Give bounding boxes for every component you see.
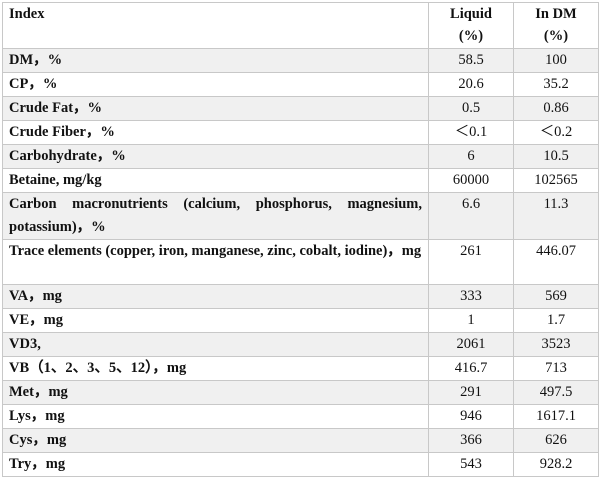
table-row: VA，mg 333 569 [2,284,599,309]
dm-value: 569 [513,284,599,309]
liquid-value: 416.7 [428,356,514,381]
liquid-value: 58.5 [428,48,514,73]
liquid-value: 333 [428,284,514,309]
dm-value: 11.3 [513,192,599,240]
row-label: VE，mg [2,308,429,333]
row-label: Carbon macronutrients (calcium, phosphor… [2,192,429,240]
row-label: Trace elements (copper, iron, manganese,… [2,239,429,285]
row-label: VB（1、2、3、5、12），mg [2,356,429,381]
row-label: Betaine, mg/kg [2,168,429,193]
table-row: Trace elements (copper, iron, manganese,… [2,239,599,285]
header-index: Index [2,2,429,49]
dm-value: 100 [513,48,599,73]
dm-value: 35.2 [513,72,599,97]
table-row: Carbon macronutrients (calcium, phosphor… [2,192,599,240]
table-row: Cys，mg 366 626 [2,428,599,453]
liquid-value: 291 [428,380,514,405]
liquid-value: 60000 [428,168,514,193]
liquid-value: 6 [428,144,514,169]
header-dm-label: In DM [535,6,577,22]
dm-value: 0.86 [513,96,599,121]
liquid-value: 261 [428,239,514,285]
header-row: Index Liquid (%) In DM (%) [2,2,599,49]
dm-value: 713 [513,356,599,381]
table-row: DM，% 58.5 100 [2,48,599,73]
liquid-value: 1 [428,308,514,333]
row-label: Cys，mg [2,428,429,453]
row-label: CP，% [2,72,429,97]
header-dm: In DM (%) [513,2,599,49]
table-row: Crude Fiber，% ＜0.1 ＜0.2 [2,120,599,145]
liquid-value: 20.6 [428,72,514,97]
row-label: VA，mg [2,284,429,309]
row-label: Crude Fat，% [2,96,429,121]
dm-value: 102565 [513,168,599,193]
table-row: VD3, 2061 3523 [2,332,599,357]
table-row: VE，mg 1 1.7 [2,308,599,333]
liquid-value: 2061 [428,332,514,357]
header-liquid-label: Liquid [450,6,492,22]
row-label: VD3, [2,332,429,357]
row-label: Carbohydrate，% [2,144,429,169]
table-row: Lys，mg 946 1617.1 [2,404,599,429]
header-liquid: Liquid (%) [428,2,514,49]
liquid-value: 6.6 [428,192,514,240]
dm-value: 10.5 [513,144,599,169]
dm-value: 1.7 [513,308,599,333]
liquid-value: 366 [428,428,514,453]
row-label: Lys，mg [2,404,429,429]
header-dm-unit: (%) [543,28,569,44]
table-row: CP，% 20.6 35.2 [2,72,599,97]
table-row: Betaine, mg/kg 60000 102565 [2,168,599,193]
dm-value: 3523 [513,332,599,357]
dm-value: 626 [513,428,599,453]
table-row: VB（1、2、3、5、12），mg 416.7 713 [2,356,599,381]
liquid-value: 0.5 [428,96,514,121]
header-liquid-unit: (%) [458,28,484,44]
dm-value: 497.5 [513,380,599,405]
row-label: Met，mg [2,380,429,405]
row-label: Crude Fiber，% [2,120,429,145]
table-row: Met，mg 291 497.5 [2,380,599,405]
dm-value: 446.07 [513,239,599,285]
row-label: DM，% [2,48,429,73]
liquid-value: ＜0.1 [428,120,514,145]
table-row: Crude Fat，% 0.5 0.86 [2,96,599,121]
liquid-value: 946 [428,404,514,429]
dm-value: ＜0.2 [513,120,599,145]
table-row: Carbohydrate，% 6 10.5 [2,144,599,169]
dm-value: 1617.1 [513,404,599,429]
